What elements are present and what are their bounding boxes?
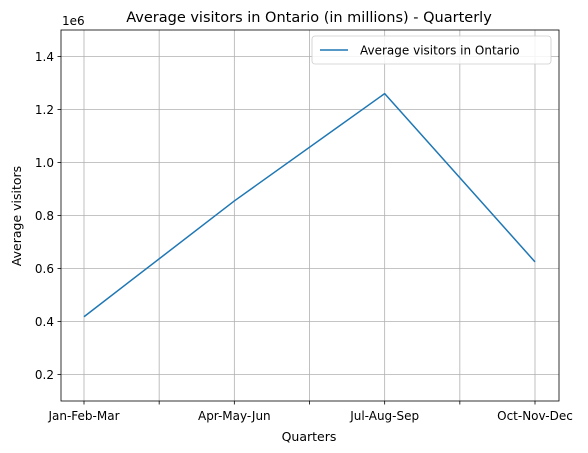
y-tick-label: 1.0: [35, 156, 54, 170]
y-offset-text: 1e6: [62, 14, 85, 28]
legend-box: [311, 35, 552, 65]
x-tick-label: Jul-Aug-Sep: [349, 409, 419, 423]
y-axis-label: Average visitors: [9, 166, 24, 266]
series-lines: [83, 92, 536, 318]
series-line: [83, 92, 536, 318]
y-tick-label: 0.6: [35, 262, 54, 276]
x-tick-label: Oct-Nov-Dec: [497, 409, 573, 423]
plot-frame: [60, 29, 560, 402]
x-tick-label: Jan-Feb-Mar: [47, 409, 119, 423]
y-tick-label: 1.2: [35, 103, 54, 117]
axis-ticks: Jan-Feb-Mar Apr-May-Jun Jul-Aug-Sep Oct-Nov…: [35, 50, 573, 423]
x-tick-label: Apr-May-Jun: [198, 409, 271, 423]
y-tick-label: 0.2: [35, 368, 54, 382]
x-axis-label: Quarters: [282, 429, 337, 444]
legend: Average visitors in Ontario: [311, 35, 552, 65]
y-tick-label: 1.4: [35, 50, 54, 64]
y-tick-label: 0.8: [35, 209, 54, 223]
grid: [61, 30, 559, 401]
legend-label: Average visitors in Ontario: [360, 44, 520, 58]
chart-title: Average visitors in Ontario (in millions…: [126, 10, 492, 26]
y-tick-label: 0.4: [35, 315, 54, 329]
